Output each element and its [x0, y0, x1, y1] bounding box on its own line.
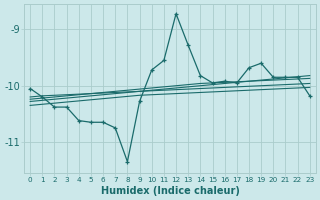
X-axis label: Humidex (Indice chaleur): Humidex (Indice chaleur) — [100, 186, 239, 196]
